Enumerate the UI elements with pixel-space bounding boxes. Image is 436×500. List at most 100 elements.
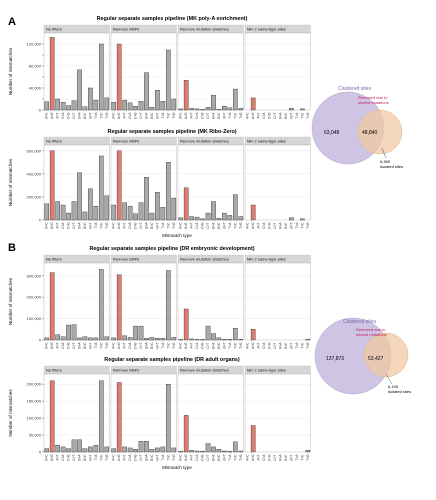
chart-2-xtick-label: G>A (144, 342, 148, 349)
chart-2-bar (60, 336, 66, 341)
chart-2-xtick-label: C>A (195, 342, 199, 349)
chart-3-xtick-label: A>C (112, 454, 116, 461)
chart-0-xtick-label: A>C (112, 112, 116, 119)
chart-0-xtick-label: A>T (123, 112, 127, 118)
chart-0-xtick-label: T>G (239, 112, 243, 119)
chart-2-ytick-label: 0 (39, 338, 42, 343)
chart-2-xtick-label: T>A (94, 342, 98, 349)
chart-2-xtick-label: T>G (306, 342, 310, 349)
chart-2-xtick-label: T>C (233, 342, 237, 349)
chart-2-xtick-label: A>G (251, 342, 255, 349)
chart-1-bar (183, 187, 189, 221)
chart-0-xtick-label: T>C (300, 112, 304, 119)
chart-1-xtick-label: T>G (239, 222, 243, 229)
chart-3-bar (116, 382, 122, 453)
chart-2-xtick-label: A>C (179, 342, 183, 349)
chart-1-xtick-label: T>C (233, 222, 237, 229)
chart-1-bar (82, 211, 88, 221)
chart-2-xtick-label: T>C (166, 342, 170, 349)
chart-0-xtick-label: T>C (233, 112, 237, 119)
chart-2-bar (111, 337, 117, 341)
chart-2-bar (160, 338, 166, 341)
chart-2-xtick-label: G>T (155, 342, 159, 348)
chart-2-ylabel: Number of mismatches (8, 277, 13, 325)
chart-3-xtick-label: A>T (190, 454, 194, 460)
chart-1-bar (55, 201, 60, 221)
chart-2-bar (250, 329, 256, 341)
chart-0-bar (300, 108, 305, 111)
chart-0-xtick-label: C>G (134, 112, 138, 119)
chart-2-xtick-label: C>A (128, 342, 132, 349)
chart-1-xtick-label: A>C (45, 222, 49, 229)
chart-3-xtick-label: T>G (306, 454, 310, 461)
chart-2-bar (227, 339, 233, 341)
chart-1-facet-label: Min 2 same-type sites (247, 139, 286, 144)
chart-0-bar (205, 107, 211, 111)
venn-b-callout-line1: 6,195 (388, 384, 399, 389)
chart-1-xtick-label: C>A (262, 222, 266, 229)
chart-2-xtick-label: C>T (72, 342, 76, 348)
chart-1-bar (194, 216, 200, 221)
chart-1-xtick-label: G>A (211, 222, 215, 229)
chart-2-bar (82, 336, 88, 341)
chart-0-xtick-label: C>A (61, 112, 65, 119)
chart-3-ytick-label: 100,000 (27, 416, 42, 421)
chart-0-xtick-label: G>C (83, 112, 87, 119)
chart-0-bar (99, 43, 104, 111)
chart-0-xtick-label: A>C (179, 112, 183, 119)
chart-1-bar (289, 217, 294, 221)
chart-0-xtick-label: G>T (155, 112, 159, 118)
chart-2-ytick-label: 200,000 (27, 295, 42, 300)
chart-1-bar (104, 195, 110, 221)
chart-3-bar (55, 445, 60, 453)
chart-1-bar (71, 201, 77, 221)
chart-1-xtick-label: C>G (134, 222, 138, 229)
chart-2-bar (171, 337, 177, 341)
chart-3-xtick-label: G>C (150, 454, 154, 461)
chart-0-xtick-label: G>C (150, 112, 154, 119)
chart-2-facet-label: Remove mutation stretches (180, 257, 229, 262)
chart-1-bar (49, 150, 55, 221)
chart-1-ytick-label: 0 (39, 218, 42, 223)
chart-1-bar (205, 212, 211, 221)
venn-b-left-value: 137,873 (326, 356, 344, 362)
chart-3-bar (138, 440, 144, 453)
chart-0-facet-label: Remove mutation stretches (180, 27, 229, 32)
chart-1-xtick-label: C>T (139, 222, 143, 228)
chart-0-facet-label: Min 2 same-type sites (247, 27, 286, 32)
chart-0-xtick-label: G>C (217, 112, 221, 119)
chart-0-xtick-label: T>A (295, 112, 299, 119)
chart-3-xtick-label: C>T (273, 454, 277, 460)
chart-2-bar (77, 337, 82, 341)
chart-2-bar (55, 334, 60, 341)
chart-1: Regular separate samples pipeline (MK Ri… (8, 129, 311, 238)
charts-layer: Regular separate samples pipeline (MK po… (8, 16, 311, 470)
chart-2-bar (178, 339, 184, 341)
chart-1-bar (155, 192, 160, 221)
chart-0-xtick-label: G>T (88, 112, 92, 118)
chart-2-xtick-label: T>C (99, 342, 103, 349)
chart-3-bar (227, 451, 233, 453)
chart-3-bar (205, 443, 211, 453)
chart-3-xtick-label: C>G (268, 454, 272, 461)
chart-1-xtick-label: A>C (179, 222, 183, 229)
chart-0-bar (171, 98, 177, 111)
chart-0-xtick-label: T>C (99, 112, 103, 119)
chart-0-bar (71, 100, 77, 111)
chart-2-bar (144, 338, 149, 341)
chart-2-bar (127, 337, 133, 341)
chart-2-bar (133, 325, 138, 341)
chart-2-xtick-label: C>A (262, 342, 266, 349)
chart-3-bar (200, 451, 205, 453)
chart-0-facet-panel (43, 32, 110, 111)
chart-2-xtick-label: G>C (150, 342, 154, 349)
chart-1-bar (133, 213, 138, 221)
chart-3-xtick-label: G>C (83, 454, 87, 461)
venn-b-right-circle (363, 332, 409, 378)
chart-3-xtick-label: A>C (45, 454, 49, 461)
chart-1-xtick-label: T>A (228, 222, 232, 229)
chart-2-bar (194, 339, 200, 341)
chart-1-ytick-label: 200,000 (27, 194, 42, 199)
chart-3-bar (60, 446, 66, 453)
venn-b-title: Clustered sites (343, 319, 377, 325)
